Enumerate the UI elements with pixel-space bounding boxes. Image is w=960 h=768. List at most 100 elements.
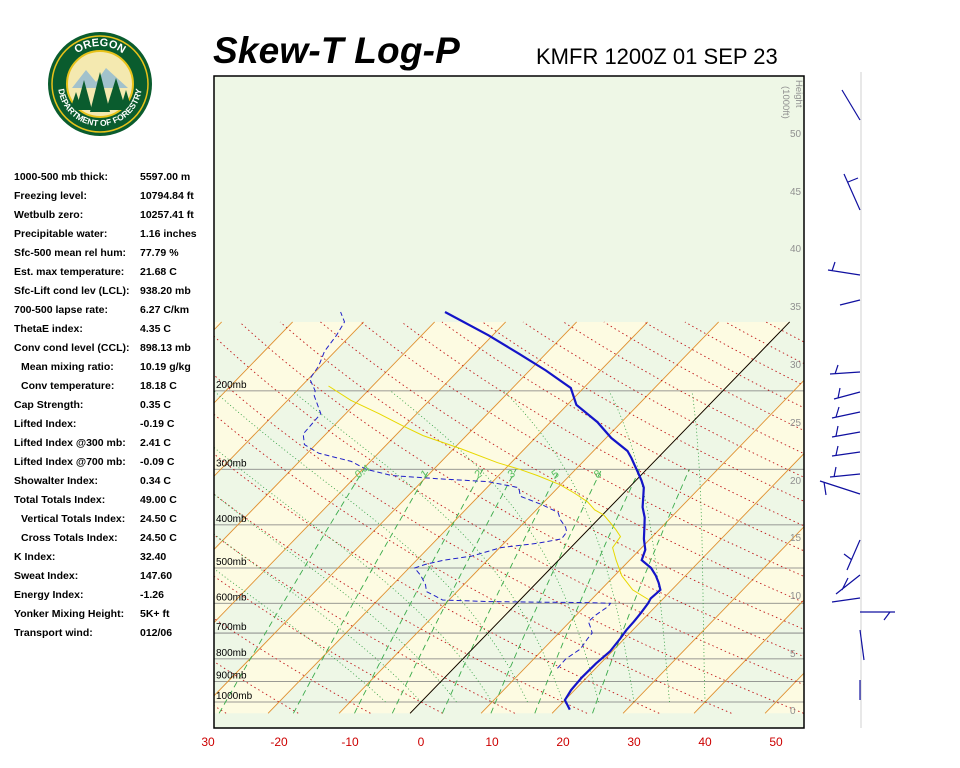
temperature-band	[214, 321, 648, 714]
mixing-ratio-line	[490, 469, 603, 714]
index-value: 10257.41 ft	[140, 209, 194, 221]
index-label: Sfc-Lift cond lev (LCL):	[14, 285, 130, 297]
height-tick-label: 45	[790, 187, 802, 198]
wind-barb	[841, 89, 861, 121]
plot-frame	[213, 75, 805, 729]
isotherm-line	[0, 322, 80, 713]
pressure-label: 600mb	[216, 592, 247, 603]
sounding-traces	[302, 311, 662, 711]
index-value: 6.27 C/km	[140, 304, 190, 316]
isotherm-line	[836, 322, 960, 713]
isotherm-line	[0, 322, 9, 713]
temperature-trace	[444, 311, 662, 711]
index-row: Lifted Index @300 mb: 2.41 C	[14, 434, 209, 453]
temperature-tick-label: 30	[201, 735, 215, 749]
moist-adiabat	[691, 390, 706, 702]
dry-adiabat	[214, 575, 443, 714]
wind-barb	[833, 387, 861, 400]
dry-adiabat	[214, 661, 299, 714]
index-label: 1000-500 mb thick:	[14, 171, 108, 183]
dewpoint-trace	[302, 311, 612, 669]
dry-adiabat	[320, 321, 804, 604]
mixing-ratio-label: 8	[592, 468, 604, 481]
isotherm-line	[267, 321, 648, 714]
isotherm-line	[214, 321, 222, 331]
index-row: Precipitable water: 1.16 inches	[14, 225, 209, 244]
height-tick-label: 50	[790, 129, 802, 140]
mixing-ratio-label: 1	[419, 468, 431, 481]
temperature-tick-label: 10	[485, 735, 499, 749]
wind-barb	[831, 406, 861, 419]
moist-adiabat	[503, 390, 635, 703]
wind-barb	[829, 466, 861, 478]
index-label: Precipitable water:	[14, 228, 108, 240]
moist-adiabat	[390, 390, 599, 703]
index-label: Sweat Index:	[14, 570, 79, 582]
height-axis-unit: (1000ft)	[780, 86, 791, 119]
index-value: 18.18 C	[140, 380, 177, 392]
temperature-tick-label: 40	[698, 735, 712, 749]
height-axis-label: Height	[793, 80, 804, 108]
index-label: Yonker Mixing Height:	[14, 608, 125, 620]
index-label: Cap Strength:	[14, 399, 84, 411]
pressure-label: 800mb	[216, 648, 247, 659]
index-value: -0.09 C	[140, 456, 175, 468]
isotherm-line	[338, 321, 719, 714]
wind-barb	[831, 445, 861, 457]
index-label: Cross Totals Index:	[21, 532, 118, 544]
index-label: Freezing level:	[14, 190, 87, 202]
isotherm-line	[214, 321, 577, 697]
wind-barb	[843, 173, 861, 211]
index-row: Sfc-500 mean rel hum: 77.79 %	[14, 244, 209, 263]
index-row: Cap Strength: 0.35 C	[14, 396, 209, 415]
index-value: 49.00 C	[140, 494, 177, 506]
temperature-tick-label: 0	[418, 735, 425, 749]
wind-barb	[860, 611, 895, 621]
wind-barb	[831, 597, 861, 603]
index-value: 938.20 mb	[140, 285, 191, 297]
index-value: 24.50 C	[140, 532, 177, 544]
zero-isotherm-line	[409, 321, 790, 714]
index-row: Sfc-Lift cond lev (LCL): 938.20 mb	[14, 282, 209, 301]
mixing-ratio-line	[534, 469, 641, 714]
index-row: Cross Totals Index: 24.50 C	[14, 529, 209, 548]
index-row: Lifted Index @700 mb: -0.09 C	[14, 453, 209, 472]
height-tick-label: 15	[790, 533, 802, 544]
index-value: 24.50 C	[140, 513, 177, 525]
index-label: Conv temperature:	[21, 380, 115, 392]
index-row: Est. max temperature: 21.68 C	[14, 263, 209, 282]
index-value: 898.13 mb	[140, 342, 191, 354]
index-row: Conv cond level (CCL): 898.13 mb	[14, 339, 209, 358]
wind-barb-column	[819, 72, 895, 728]
index-value: 0.34 C	[140, 475, 171, 487]
dry-adiabat	[214, 413, 732, 714]
height-tick-label: 35	[790, 302, 802, 313]
index-row: Yonker Mixing Height: 5K+ ft	[14, 605, 209, 624]
index-row: ThetaE index: 4.35 C	[14, 320, 209, 339]
index-value: 012/06	[140, 627, 173, 639]
isotherm-line	[214, 321, 506, 624]
mixing-ratio-line	[592, 469, 690, 714]
index-row: Sweat Index: 147.60	[14, 567, 209, 586]
index-row: Lifted Index: -0.19 C	[14, 415, 209, 434]
dry-adiabat	[214, 705, 227, 714]
index-label: Lifted Index @700 mb:	[14, 456, 126, 468]
stability-indices-panel: 1000-500 mb thick: 5597.00 m Freezing leve…	[14, 168, 209, 643]
index-row: Wetbulb zero: 10257.41 ft	[14, 206, 209, 225]
height-tick-label: 25	[790, 418, 802, 429]
temperature-band	[339, 321, 790, 714]
index-label: Vertical Totals Index:	[21, 513, 126, 525]
index-row: 1000-500 mb thick: 5597.00 m	[14, 168, 209, 187]
logo-ring-outline	[51, 35, 149, 133]
temperature-tick-label: 20	[556, 735, 570, 749]
isotherm-line	[0, 322, 151, 713]
mixing-ratio-line	[441, 469, 560, 714]
index-row: Vertical Totals Index: 24.50 C	[14, 510, 209, 529]
index-row: Transport wind: 012/06	[14, 624, 209, 643]
index-value: -0.19 C	[140, 418, 175, 430]
temperature-band	[0, 322, 80, 713]
index-row: Showalter Index: 0.34 C	[14, 472, 209, 491]
index-row: K Index: 32.40	[14, 548, 209, 567]
index-row: Energy Index: -1.26	[14, 586, 209, 605]
